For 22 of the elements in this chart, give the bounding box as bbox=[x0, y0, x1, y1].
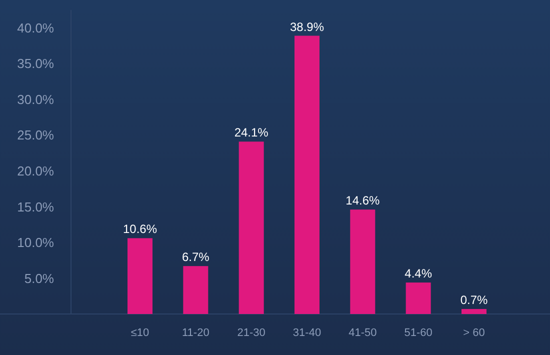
y-tick-label: 20.0% bbox=[17, 163, 54, 178]
data-label: 24.1% bbox=[234, 126, 269, 140]
data-label: 14.6% bbox=[346, 194, 380, 208]
y-tick-label: 35.0% bbox=[17, 56, 54, 72]
y-tick-label: 5.0% bbox=[24, 270, 54, 286]
x-tick-label: > 60 bbox=[463, 327, 485, 339]
y-tick-label: 15.0% bbox=[17, 199, 54, 214]
data-label: 38.9% bbox=[290, 20, 324, 34]
data-label: 0.7% bbox=[460, 292, 488, 307]
data-label: 4.4% bbox=[404, 266, 432, 281]
data-label: 6.7% bbox=[182, 250, 210, 264]
x-tick-label: ≤10 bbox=[130, 327, 150, 339]
y-tick-label: 25.0% bbox=[17, 128, 54, 143]
x-tick-label: 11-20 bbox=[182, 327, 210, 339]
data-label: 10.6% bbox=[122, 222, 158, 236]
x-tick-label: 41-50 bbox=[348, 327, 377, 339]
y-tick-label: 10.0% bbox=[17, 235, 54, 250]
y-tick-label: 40.0% bbox=[17, 20, 54, 36]
x-tick-label: 21-30 bbox=[237, 327, 266, 339]
x-tick-label: 31-40 bbox=[292, 327, 322, 339]
y-tick-label: 30.0% bbox=[17, 92, 54, 107]
x-tick-label: 51-60 bbox=[404, 327, 432, 339]
